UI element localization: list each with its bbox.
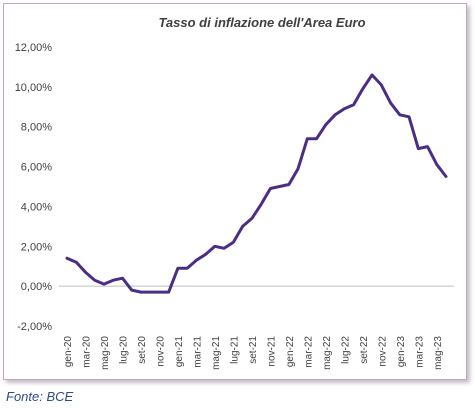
x-tick-label: nov-20 [155, 336, 166, 367]
x-tick-label: gen-22 [285, 336, 296, 368]
x-tick-label: mag-22 [322, 336, 333, 370]
x-tick-label: mar-22 [303, 336, 314, 368]
x-tick-label: gen-21 [174, 336, 185, 368]
x-tick-label: mar-21 [192, 336, 203, 368]
x-axis-ticks: gen-20 mar-20 mag-20 lug-20 set-20 nov-20 gen-… [63, 336, 444, 370]
y-tick-label: 2,00% [21, 241, 52, 253]
x-tick-label: mar-23 [414, 336, 425, 368]
y-axis-ticks: -2,00% 0,00% 2,00% 4,00% 6,00% 8,00% 10,00% 12,… [15, 42, 53, 333]
x-tick-label: set-22 [359, 336, 370, 364]
y-tick-label: 10,00% [15, 82, 53, 94]
y-tick-label: 6,00% [21, 162, 52, 174]
x-tick-label: set-21 [248, 336, 259, 364]
y-tick-label: 4,00% [21, 201, 52, 213]
source-note: Fonte: BCE [6, 389, 74, 404]
y-tick-label: 8,00% [21, 122, 52, 134]
y-tick-label: -2,00% [17, 321, 52, 333]
chart-frame [3, 3, 467, 380]
x-tick-label: nov-21 [266, 336, 277, 367]
x-tick-label: lug-22 [340, 336, 351, 364]
x-tick-label: set-20 [137, 336, 148, 364]
x-tick-label: lug-20 [118, 336, 129, 364]
x-tick-label: mag-20 [100, 336, 111, 370]
x-tick-label: gen-20 [63, 336, 74, 368]
chart-title: Tasso di inflazione dell'Area Euro [158, 15, 365, 30]
x-tick-label: mag-23 [433, 336, 444, 370]
x-tick-label: mag-21 [211, 336, 222, 370]
x-tick-label: mar-20 [81, 336, 92, 368]
x-tick-label: nov-22 [377, 336, 388, 367]
y-tick-label: 12,00% [15, 42, 53, 54]
x-tick-label: lug-21 [229, 336, 240, 364]
x-tick-label: gen-23 [396, 336, 407, 368]
inflation-series-line [65, 73, 448, 294]
y-tick-label: 0,00% [21, 281, 52, 293]
